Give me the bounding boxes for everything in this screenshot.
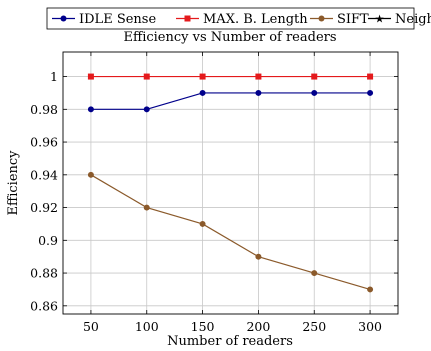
y-tick-label: 0.96	[30, 135, 58, 150]
y-axis-label: Efficiency	[6, 150, 21, 216]
x-tick-label: 150	[191, 319, 215, 334]
ticks: 50 100 150 200 250 300 0.86 0.88 0.9 0.92 0.94 0.96…	[30, 52, 398, 334]
data-point-sift	[367, 286, 374, 293]
legend-label-idle-sense: IDLE Sense	[79, 12, 156, 27]
chart-title: Efficiency vs Number of readers	[123, 30, 336, 45]
data-point-idle-sense	[255, 89, 262, 96]
legend-marker-idle-sense	[60, 15, 67, 22]
series	[87, 73, 374, 293]
data-point-idle-sense	[311, 89, 318, 96]
legend-label-max-b-length: MAX. B. Length	[203, 12, 308, 27]
x-tick-label: 100	[135, 319, 159, 334]
data-point-max-b-length	[367, 73, 374, 80]
y-tick-label: 0.9	[38, 233, 58, 248]
plot-frame	[62, 51, 399, 315]
data-point-sift	[255, 253, 262, 260]
legend-label-sift: SIFT	[337, 12, 369, 27]
y-tick-label: 0.88	[30, 266, 58, 281]
data-point-idle-sense	[367, 89, 374, 96]
y-tick-label: 1	[50, 69, 58, 84]
legend-marker-neighbor-based: ★	[375, 13, 385, 26]
legend-marker-max-b-length	[184, 15, 191, 22]
data-point-idle-sense	[199, 89, 206, 96]
x-tick-label: 250	[302, 319, 326, 334]
legend-label-neighbor-based: Neighbor-based	[395, 12, 431, 27]
x-tick-label: 300	[358, 319, 382, 334]
data-point-max-b-length	[311, 73, 318, 80]
y-tick-label: 0.98	[30, 102, 58, 117]
legend: IDLE Sense MAX. B. Length SIFT ★ Neighbo…	[46, 7, 431, 30]
data-point-sift	[87, 171, 94, 178]
series-line-idle-sense	[90, 92, 371, 110]
data-point-max-b-length	[199, 73, 206, 80]
grid	[63, 52, 398, 314]
data-point-max-b-length	[143, 73, 150, 80]
y-tick-label: 0.94	[30, 167, 58, 182]
data-point-sift	[311, 270, 318, 277]
y-tick-label: 0.92	[30, 200, 58, 215]
legend-marker-sift	[318, 15, 325, 22]
x-axis-label: Number of readers	[167, 334, 293, 349]
data-point-idle-sense	[87, 106, 94, 113]
series-line-sift	[90, 174, 371, 291]
data-point-max-b-length	[255, 73, 262, 80]
data-point-idle-sense	[143, 106, 150, 113]
x-tick-label: 200	[246, 319, 270, 334]
data-point-sift	[143, 204, 150, 211]
data-point-sift	[199, 220, 206, 227]
x-tick-label: 50	[83, 319, 99, 334]
legend-box	[46, 7, 415, 30]
y-tick-label: 0.86	[30, 298, 58, 313]
data-point-max-b-length	[87, 73, 94, 80]
